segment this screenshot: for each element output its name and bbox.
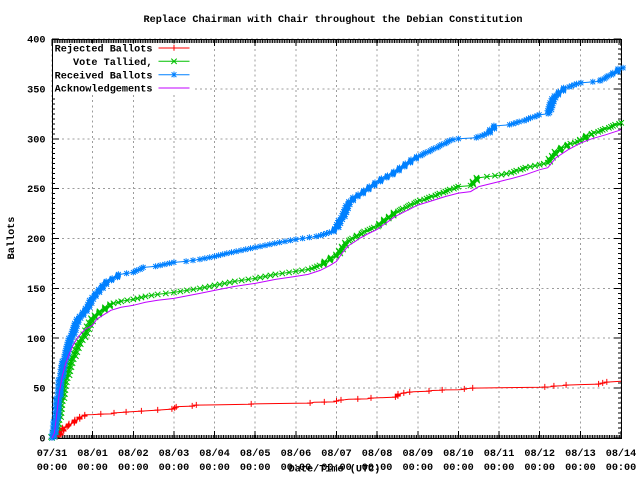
svg-text:08/02: 08/02 — [118, 448, 149, 460]
svg-text:00:00: 00:00 — [606, 463, 637, 474]
svg-text:Replace Chairman with Chair th: Replace Chairman with Chair throughout t… — [143, 14, 522, 26]
svg-text:00:00: 00:00 — [362, 463, 393, 474]
svg-text:00:00: 00:00 — [77, 463, 108, 474]
svg-text:150: 150 — [27, 285, 45, 296]
svg-text:50: 50 — [33, 385, 45, 396]
svg-text:00:00: 00:00 — [484, 463, 515, 474]
svg-text:00:00: 00:00 — [159, 463, 190, 474]
svg-text:Rejected Ballots: Rejected Ballots — [55, 44, 153, 56]
svg-text:200: 200 — [27, 235, 45, 246]
svg-text:00:00: 00:00 — [565, 463, 596, 474]
svg-text:00:00: 00:00 — [403, 463, 434, 474]
svg-text:08/07: 08/07 — [321, 448, 352, 460]
svg-text:Date/Time (UTC): Date/Time (UTC) — [289, 464, 381, 476]
svg-text:00:00: 00:00 — [118, 463, 149, 474]
svg-text:08/10: 08/10 — [443, 448, 474, 460]
svg-text:08/09: 08/09 — [403, 448, 434, 460]
svg-text:00:00: 00:00 — [281, 463, 312, 474]
svg-text:08/13: 08/13 — [565, 448, 596, 460]
svg-text:08/11: 08/11 — [484, 448, 515, 460]
svg-text:100: 100 — [27, 335, 45, 346]
svg-text:08/05: 08/05 — [240, 448, 271, 460]
svg-text:08/01: 08/01 — [77, 448, 108, 460]
svg-text:08/12: 08/12 — [524, 448, 555, 460]
svg-text:Ballots: Ballots — [6, 217, 18, 260]
svg-text:00:00: 00:00 — [524, 463, 555, 474]
svg-text:00:00: 00:00 — [240, 463, 271, 474]
svg-text:Vote Tallied,: Vote Tallied, — [73, 57, 152, 69]
svg-text:00:00: 00:00 — [321, 463, 352, 474]
svg-text:00:00: 00:00 — [443, 463, 474, 474]
svg-text:Acknowledgements: Acknowledgements — [55, 84, 153, 96]
svg-text:08/08: 08/08 — [362, 448, 393, 460]
svg-text:08/06: 08/06 — [281, 448, 312, 460]
svg-text:400: 400 — [27, 36, 45, 47]
svg-text:08/04: 08/04 — [199, 448, 230, 460]
svg-text:07/31: 07/31 — [37, 448, 68, 460]
svg-text:250: 250 — [27, 185, 45, 196]
svg-text:350: 350 — [27, 86, 45, 97]
svg-text:00:00: 00:00 — [37, 463, 68, 474]
svg-text:08/14: 08/14 — [606, 448, 637, 460]
svg-text:300: 300 — [27, 135, 45, 146]
svg-text:00:00: 00:00 — [199, 463, 230, 474]
svg-text:08/03: 08/03 — [159, 448, 190, 460]
svg-text:0: 0 — [39, 435, 45, 446]
svg-text:Received Ballots: Received Ballots — [55, 70, 153, 82]
